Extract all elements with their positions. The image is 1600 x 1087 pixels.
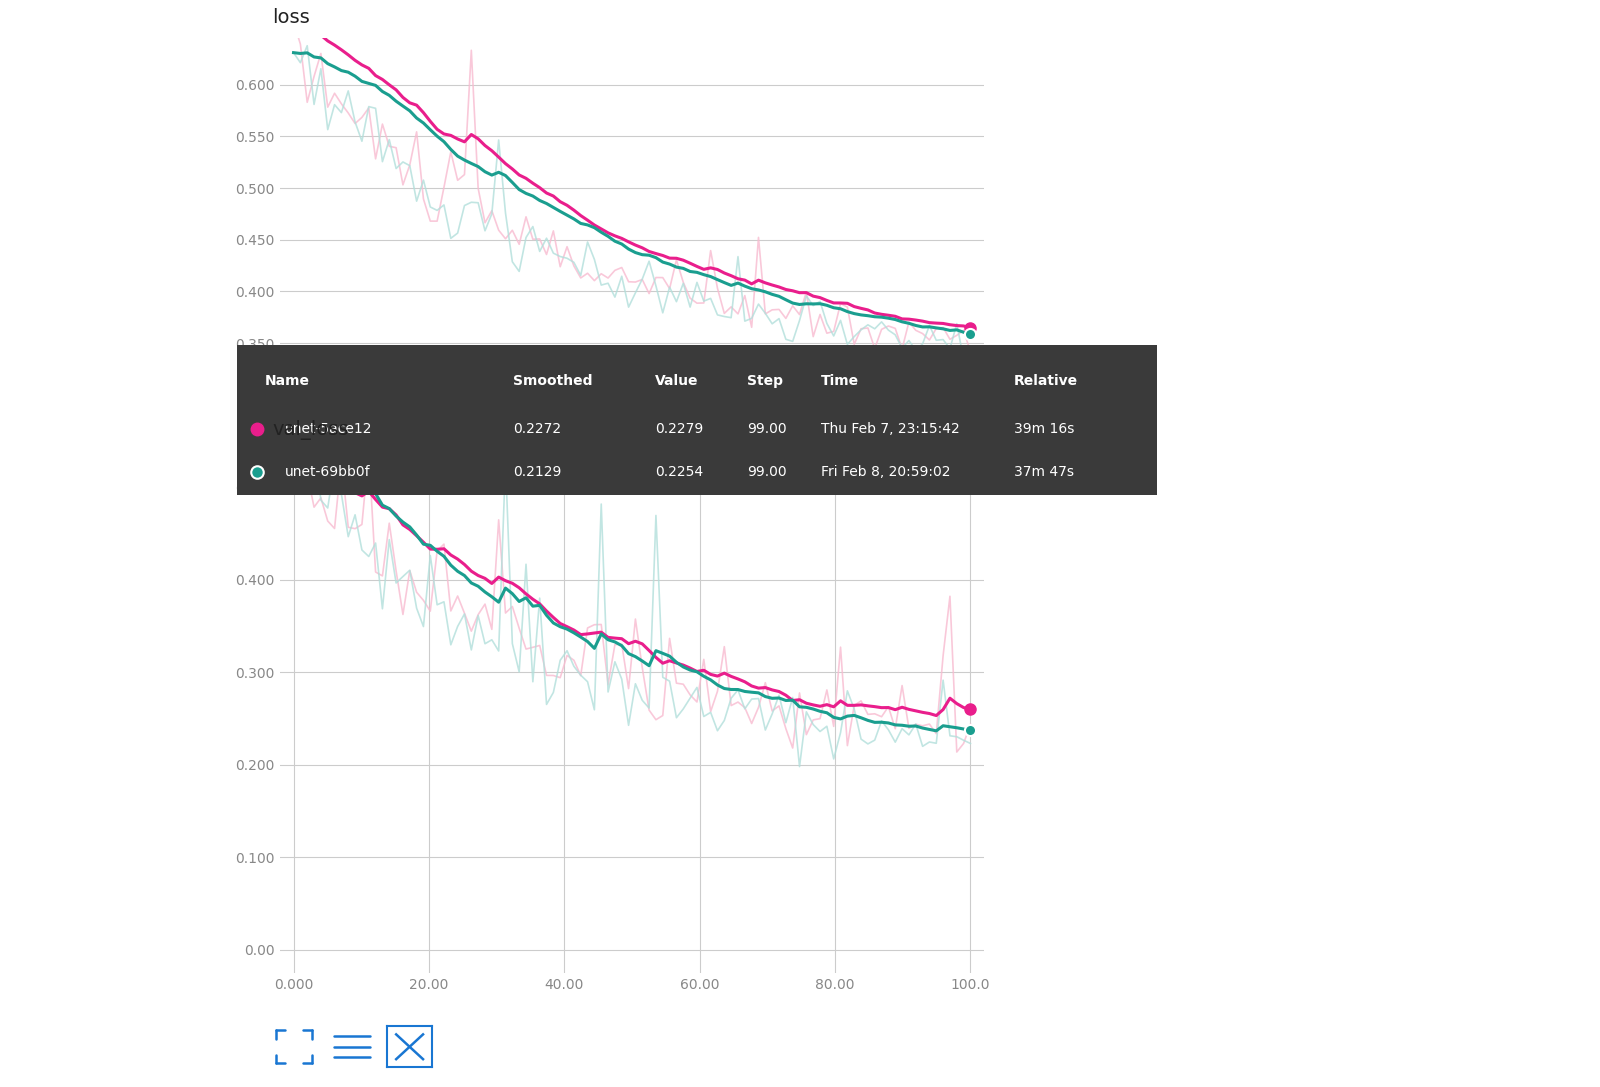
Text: Relative: Relative bbox=[1014, 374, 1078, 388]
Text: loss: loss bbox=[272, 9, 310, 27]
Text: Time: Time bbox=[821, 374, 859, 388]
Text: 99.00: 99.00 bbox=[747, 465, 787, 479]
Text: Fri Feb 8, 20:59:02: Fri Feb 8, 20:59:02 bbox=[821, 465, 950, 479]
Text: Thu Feb 7, 23:15:42: Thu Feb 7, 23:15:42 bbox=[821, 422, 960, 436]
Text: Value: Value bbox=[656, 374, 699, 388]
Text: Smoothed: Smoothed bbox=[512, 374, 592, 388]
Text: unet-5ace12: unet-5ace12 bbox=[285, 422, 373, 436]
Text: 39m 16s: 39m 16s bbox=[1014, 422, 1075, 436]
Text: Name: Name bbox=[264, 374, 309, 388]
Text: 0.2254: 0.2254 bbox=[656, 465, 704, 479]
Text: 0.2272: 0.2272 bbox=[512, 422, 562, 436]
Text: 99.00: 99.00 bbox=[747, 422, 787, 436]
Text: val_loss: val_loss bbox=[272, 421, 349, 440]
Text: unet-69bb0f: unet-69bb0f bbox=[285, 465, 370, 479]
Text: Step: Step bbox=[747, 374, 784, 388]
Text: 0.2279: 0.2279 bbox=[656, 422, 704, 436]
Text: 37m 47s: 37m 47s bbox=[1014, 465, 1074, 479]
Text: 0.2129: 0.2129 bbox=[512, 465, 562, 479]
